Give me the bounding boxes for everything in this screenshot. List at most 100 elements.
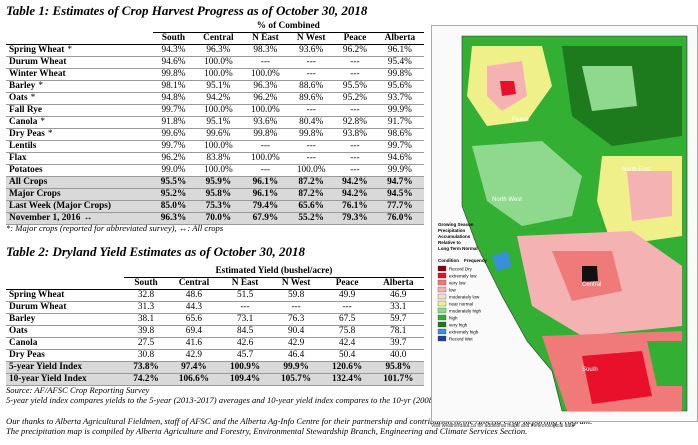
- table-cell: 95.5%: [152, 176, 195, 189]
- table-row: Barley * 98.1% 95.1% 96.3% 88.6% 95.5% 95.6%: [6, 81, 424, 93]
- table-cell: 94.3%: [161, 45, 186, 55]
- table-cell: 95.1%: [206, 117, 231, 127]
- row-label: Dry Peas *: [9, 129, 53, 139]
- table-cell: 96.1%: [242, 188, 289, 201]
- table-cell: 99.8%: [253, 129, 278, 139]
- column-header: Central: [168, 277, 220, 290]
- table-cell: 94.7%: [375, 176, 424, 189]
- table-cell: 96.3%: [253, 81, 278, 91]
- table-cell: 46.9: [390, 290, 407, 300]
- table-row: Fall Rye 99.7% 100.0% 100.0% --- --- 99.9%: [6, 105, 424, 117]
- table-cell: 89.6%: [299, 93, 324, 103]
- table-cell: 94.5%: [375, 188, 424, 201]
- south-green: [647, 341, 682, 386]
- table-cell: 48.6: [185, 290, 203, 300]
- table-cell: 106.6%: [168, 373, 220, 386]
- table-cell: 87.2%: [288, 176, 335, 189]
- table-cell: 95.1%: [206, 81, 231, 91]
- northwest-area: [472, 141, 582, 226]
- row-mark: *: [47, 129, 53, 139]
- table-cell: 80.4%: [299, 117, 324, 127]
- legend-label: low: [449, 288, 457, 293]
- table-cell: 99.7%: [161, 105, 186, 115]
- table-cell: ---: [291, 302, 301, 312]
- legend-swatch: [437, 300, 447, 307]
- table-cell: 27.5: [137, 338, 155, 348]
- table-cell: 55.2%: [288, 212, 335, 225]
- table-cell: 95.2%: [152, 188, 195, 201]
- row-label: Lentils: [9, 141, 37, 151]
- table-row: Dry Peas 30.8 42.9 45.7 46.4 50.4 40.0: [6, 350, 424, 362]
- table-cell: 76.0%: [375, 212, 424, 225]
- table-cell: ---: [306, 141, 316, 151]
- table-cell: 101.7%: [372, 373, 424, 386]
- table-cell: 93.6%: [299, 45, 324, 55]
- source-note: Source: AF/AFSC Crop Reporting Survey: [6, 385, 150, 395]
- table-cell: 98.1%: [161, 81, 186, 91]
- column-header: N East: [219, 277, 271, 290]
- table-cell: 100.0%: [251, 153, 280, 163]
- table-cell: 91.8%: [161, 117, 186, 127]
- table-cell: 75.8: [338, 326, 356, 336]
- table-cell: 69.4: [185, 326, 203, 336]
- table-cell: 79.3%: [334, 212, 376, 225]
- table-cell: 51.5: [236, 290, 254, 300]
- map-title-line: Long Term Normal: [438, 246, 478, 251]
- legend-label: near normal: [449, 302, 473, 307]
- legend-swatch: [437, 272, 447, 279]
- table-cell: 31.3: [137, 302, 155, 312]
- table-cell: 99.6%: [161, 129, 186, 139]
- table-row: Spring Wheat * 94.3% 96.3% 98.3% 93.6% 96.2% 96…: [6, 45, 424, 57]
- row-label: Winter Wheat: [9, 69, 66, 79]
- table-cell: 30.8: [137, 350, 155, 360]
- table-cell: ---: [350, 141, 360, 151]
- legend-swatch: [437, 265, 447, 272]
- table-cell: ---: [350, 165, 360, 175]
- table-cell: 73.8%: [123, 361, 169, 374]
- table1-title: Table 1: Estimates of Crop Harvest Progr…: [6, 3, 368, 18]
- table-cell: 96.2%: [342, 45, 367, 55]
- map-region-label: North East: [622, 167, 651, 173]
- table-cell: 99.6%: [206, 129, 231, 139]
- table-cell: 70.0%: [194, 212, 243, 225]
- table-cell: 99.9%: [387, 165, 412, 175]
- table-row: Last Week (Major Crops) 85.0% 75.3% 79.4% 65…: [6, 200, 424, 213]
- table-cell: 95.9%: [194, 176, 243, 189]
- table-cell: ---: [350, 57, 360, 67]
- table-row: Spring Wheat 32.8 48.6 51.5 59.8 49.9 46.9: [6, 290, 424, 302]
- yield-estimates-table: Estimated Yield (bushel/acre) South Centra…: [6, 266, 424, 386]
- table-cell: 94.8%: [161, 93, 186, 103]
- table-row: Barley 38.1 65.6 73.1 76.3 67.5 59.7: [6, 314, 424, 326]
- table-cell: 42.4: [338, 338, 356, 348]
- table-cell: 95.2%: [342, 93, 367, 103]
- row-label: Fall Rye: [9, 105, 42, 115]
- table-cell: 93.6%: [253, 117, 278, 127]
- group-header: Estimated Yield (bushel/acre): [123, 266, 424, 278]
- legend-label: extremely high: [449, 330, 479, 335]
- table-cell: 75.3%: [194, 200, 243, 213]
- table-cell: 100.0%: [204, 105, 233, 115]
- table-cell: 95.6%: [387, 81, 412, 91]
- row-label: 10-year Yield Index: [6, 373, 124, 386]
- legend-swatch: [437, 314, 447, 321]
- table-cell: ---: [260, 57, 271, 67]
- table-cell: 99.9%: [387, 105, 412, 115]
- table-cell: 99.0%: [161, 165, 186, 175]
- table-cell: 94.6%: [387, 153, 412, 163]
- table-cell: 85.0%: [152, 200, 195, 213]
- row-label: Oats: [9, 326, 28, 336]
- table2-title: Table 2: Dryland Yield Estimates as of O…: [6, 244, 305, 259]
- legend-swatch: [437, 321, 447, 328]
- table-cell: 84.5: [236, 326, 254, 336]
- map-legend-header: Condition: [438, 258, 459, 263]
- table-cell: 96.2%: [253, 93, 278, 103]
- table-cell: 46.4: [287, 350, 305, 360]
- precip-map-note: The precipitation map is compiled by Alb…: [6, 426, 528, 436]
- table-cell: 45.7: [236, 350, 254, 360]
- table-cell: 132.4%: [321, 373, 373, 386]
- column-header: Peace: [321, 277, 373, 290]
- row-mark: *: [38, 81, 43, 91]
- row-label: Durum Wheat: [9, 57, 67, 67]
- legend-label: very high: [449, 323, 468, 328]
- table-cell: 100.0%: [204, 69, 233, 79]
